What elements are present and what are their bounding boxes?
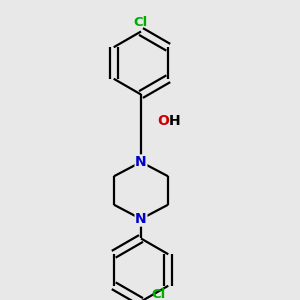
Text: Cl: Cl <box>134 16 148 29</box>
Text: N: N <box>135 155 147 169</box>
Text: N: N <box>135 212 147 226</box>
Text: Cl: Cl <box>151 288 165 300</box>
Text: O: O <box>158 114 169 128</box>
Text: H: H <box>168 114 180 128</box>
